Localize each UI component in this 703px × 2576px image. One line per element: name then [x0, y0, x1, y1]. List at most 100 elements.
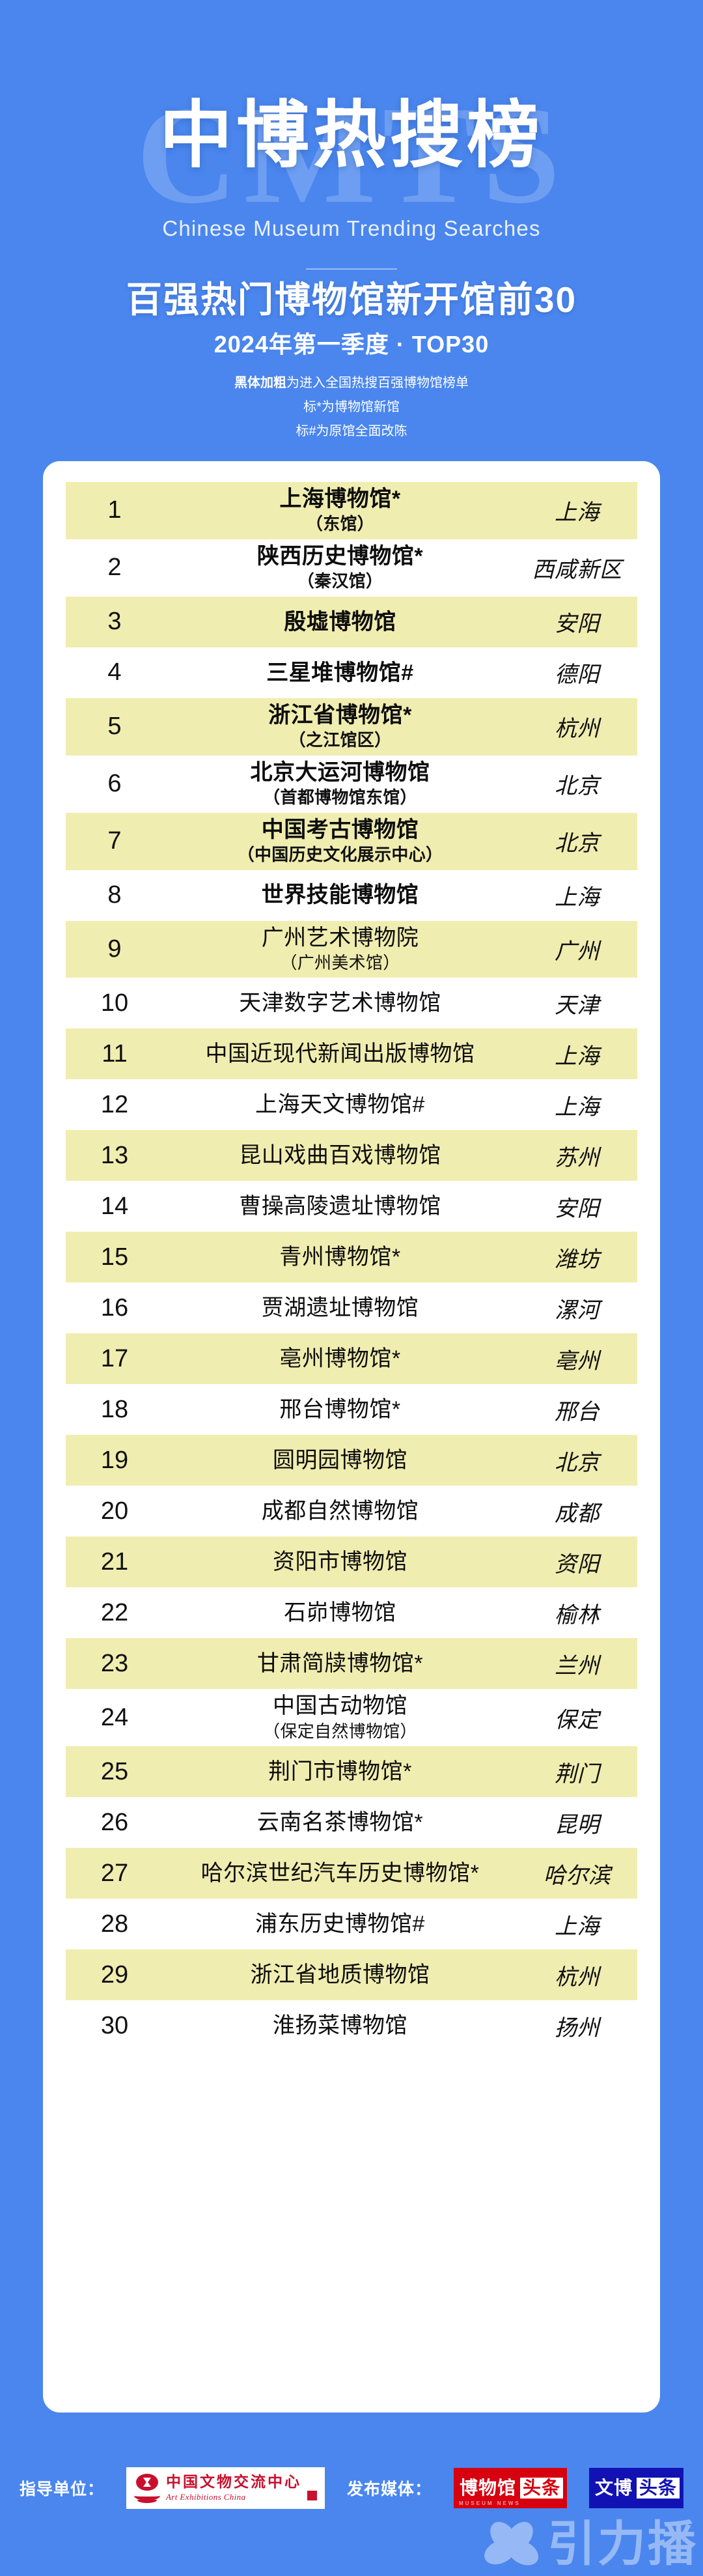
table-row[interactable]: 6 北京大运河博物馆 （首都博物馆东馆） 北京	[66, 756, 637, 813]
publish-media-label: 发布媒体：	[346, 2480, 432, 2498]
table-row[interactable]: 29 浙江省地质博物馆 杭州	[66, 1949, 637, 2001]
rank-number: 6	[107, 770, 122, 798]
table-row[interactable]: 22 石峁博物馆 榆林	[66, 1587, 637, 1638]
rank-number: 14	[100, 1192, 129, 1220]
museum-city: 德阳	[555, 662, 600, 688]
table-row[interactable]: 21 资阳市博物馆 资阳	[66, 1536, 637, 1588]
table-row[interactable]: 4 三星堆博物馆# 德阳	[66, 647, 637, 698]
table-row[interactable]: 14 曹操高陵遗址博物馆 安阳	[66, 1181, 637, 1232]
rank-number: 11	[102, 1040, 128, 1068]
museum-city: 榆林	[555, 1602, 600, 1628]
page-title: 百强热门博物馆新开馆前30	[126, 279, 577, 320]
brand-block: CMTS 中博热搜榜 Chinese Museum Trending Searc…	[0, 77, 703, 270]
rank-number: 21	[100, 1548, 129, 1576]
museum-name: 三星堆博物馆#	[266, 660, 414, 685]
rank-number: 30	[100, 2011, 129, 2039]
rank-number: 17	[100, 1344, 129, 1372]
brand-title-en: Chinese Museum Trending Searches	[162, 216, 541, 240]
page-footer: 指导单位： 中国文物交流中心 Art Exhibitions China 发布媒…	[0, 2449, 703, 2527]
wenbo-toutiao-cn: 文博	[595, 2478, 633, 2498]
museum-name: 上海天文博物馆#	[255, 1092, 425, 1118]
table-row[interactable]: 13 昆山戏曲百戏博物馆 苏州	[66, 1130, 637, 1182]
museum-name: 浙江省地质博物馆	[250, 1962, 430, 1988]
museum-name: 哈尔滨世纪汽车历史博物馆*	[200, 1861, 480, 1886]
museum-name: 中国考古博物馆	[261, 817, 419, 842]
museum-name: 上海博物馆*	[279, 487, 401, 511]
museum-city: 邢台	[555, 1399, 600, 1424]
table-row[interactable]: 12 上海天文博物馆# 上海	[66, 1079, 637, 1130]
museum-city: 上海	[555, 1043, 600, 1069]
rank-number: 26	[100, 1808, 129, 1836]
table-row[interactable]: 26 云南名茶博物馆* 昆明	[66, 1797, 637, 1848]
table-row[interactable]: 30 淮扬菜博物馆 扬州	[66, 2000, 637, 2051]
museum-name-cell: 浙江省地质博物馆	[163, 1962, 517, 1988]
rank-number: 12	[100, 1090, 129, 1118]
table-row[interactable]: 24 中国古动物馆 （保定自然博物馆） 保定	[66, 1689, 637, 1746]
museum-name-cell: 三星堆博物馆#	[163, 660, 517, 686]
art-exhibitions-china-logo: 中国文物交流中心 Art Exhibitions China	[126, 2467, 325, 2509]
museum-name-cell: 云南名茶博物馆*	[163, 1809, 517, 1835]
museum-name-cell: 浦东历史博物馆#	[163, 1911, 517, 1937]
museum-name: 邢台博物馆*	[279, 1397, 401, 1422]
brand-divider	[306, 268, 397, 270]
museum-name-cell: 哈尔滨世纪汽车历史博物馆*	[163, 1860, 517, 1886]
museum-name-cell: 贾湖遗址博物馆	[163, 1295, 517, 1321]
rank-number: 18	[100, 1395, 129, 1423]
museum-name-cell: 荆门市博物馆*	[163, 1759, 517, 1785]
museum-name: 天津数字艺术博物馆	[239, 991, 441, 1016]
table-row[interactable]: 15 青州博物馆* 潍坊	[66, 1232, 637, 1283]
table-row[interactable]: 18 邢台博物馆* 邢台	[66, 1384, 637, 1435]
rank-number: 4	[107, 658, 122, 686]
museum-name-sub: （之江馆区）	[288, 729, 392, 750]
museum-name: 广州艺术博物院	[261, 925, 419, 950]
guide-unit-label: 指导单位：	[19, 2480, 104, 2498]
legend-notes: 黑体加粗为进入全国热搜百强博物馆榜单 标*为博物馆新馆 标#为原馆全面改陈	[0, 371, 703, 444]
museum-city: 安阳	[555, 1196, 600, 1221]
museum-toutiao-cn: 博物馆	[459, 2478, 516, 2498]
museum-name: 荆门市博物馆*	[268, 1759, 412, 1785]
table-row[interactable]: 27 哈尔滨世纪汽车历史博物馆* 哈尔滨	[66, 1848, 637, 1899]
table-row[interactable]: 11 中国近现代新闻出版博物馆 上海	[66, 1028, 637, 1080]
table-row[interactable]: 2 陕西历史博物馆* （秦汉馆） 西咸新区	[66, 539, 637, 597]
table-row[interactable]: 1 上海博物馆* （东馆） 上海	[66, 482, 637, 539]
table-row[interactable]: 25 荆门市博物馆* 荆门	[66, 1746, 637, 1798]
museum-city: 昆明	[555, 1812, 600, 1837]
rank-number: 9	[107, 935, 122, 963]
rank-number: 20	[100, 1497, 129, 1525]
museum-name: 青州博物馆*	[279, 1245, 401, 1270]
table-row[interactable]: 8 世界技能博物馆 上海	[66, 870, 637, 921]
museum-name: 北京大运河博物馆	[250, 759, 430, 785]
table-row[interactable]: 20 成都自然博物馆 成都	[66, 1486, 637, 1536]
rank-number: 22	[100, 1598, 129, 1626]
table-row[interactable]: 9 广州艺术博物院 （广州美术馆） 广州	[66, 920, 637, 978]
table-row[interactable]: 7 中国考古博物馆 （中国历史文化展示中心） 北京	[66, 812, 637, 870]
museum-name: 殷墟博物馆	[284, 609, 396, 634]
museum-city: 潍坊	[555, 1247, 600, 1272]
museum-city: 哈尔滨	[543, 1863, 611, 1888]
museum-name-cell: 圆明园博物馆	[163, 1447, 517, 1473]
table-row[interactable]: 16 贾湖遗址博物馆 漯河	[66, 1282, 637, 1333]
table-row[interactable]: 23 甘肃简牍博物馆* 兰州	[66, 1638, 637, 1690]
museum-city: 上海	[555, 1094, 600, 1120]
cmts-watermark-text: CMTS	[136, 77, 567, 233]
rank-number: 28	[100, 1910, 129, 1938]
museum-name-cell: 陕西历史博物馆* （秦汉馆）	[163, 543, 517, 593]
museum-name: 石峁博物馆	[284, 1600, 396, 1626]
table-row[interactable]: 17 亳州博物馆* 亳州	[66, 1333, 637, 1385]
museum-name-cell: 浙江省博物馆* （之江馆区）	[163, 702, 517, 752]
museum-city: 上海	[555, 500, 600, 526]
museum-name: 圆明园博物馆	[273, 1448, 407, 1473]
table-row[interactable]: 19 圆明园博物馆 北京	[66, 1435, 637, 1486]
museum-city: 西咸新区	[532, 558, 622, 583]
table-row[interactable]: 10 天津数字艺术博物馆 天津	[66, 978, 637, 1028]
museum-name-cell: 北京大运河博物馆 （首都博物馆东馆）	[163, 759, 517, 809]
table-row[interactable]: 28 浦东历史博物馆# 上海	[66, 1899, 637, 1949]
aec-logo-cn: 中国文物交流中心	[165, 2473, 301, 2490]
page-subtitle: 2024年第一季度 · TOP30	[214, 331, 489, 358]
museum-city: 北京	[555, 1450, 600, 1475]
museum-city: 扬州	[555, 2015, 600, 2041]
aec-seal-icon	[307, 2491, 317, 2500]
table-row[interactable]: 3 殷墟博物馆 安阳	[66, 596, 637, 647]
museum-city: 漯河	[555, 1297, 600, 1323]
table-row[interactable]: 5 浙江省博物馆* （之江馆区） 杭州	[66, 698, 637, 756]
